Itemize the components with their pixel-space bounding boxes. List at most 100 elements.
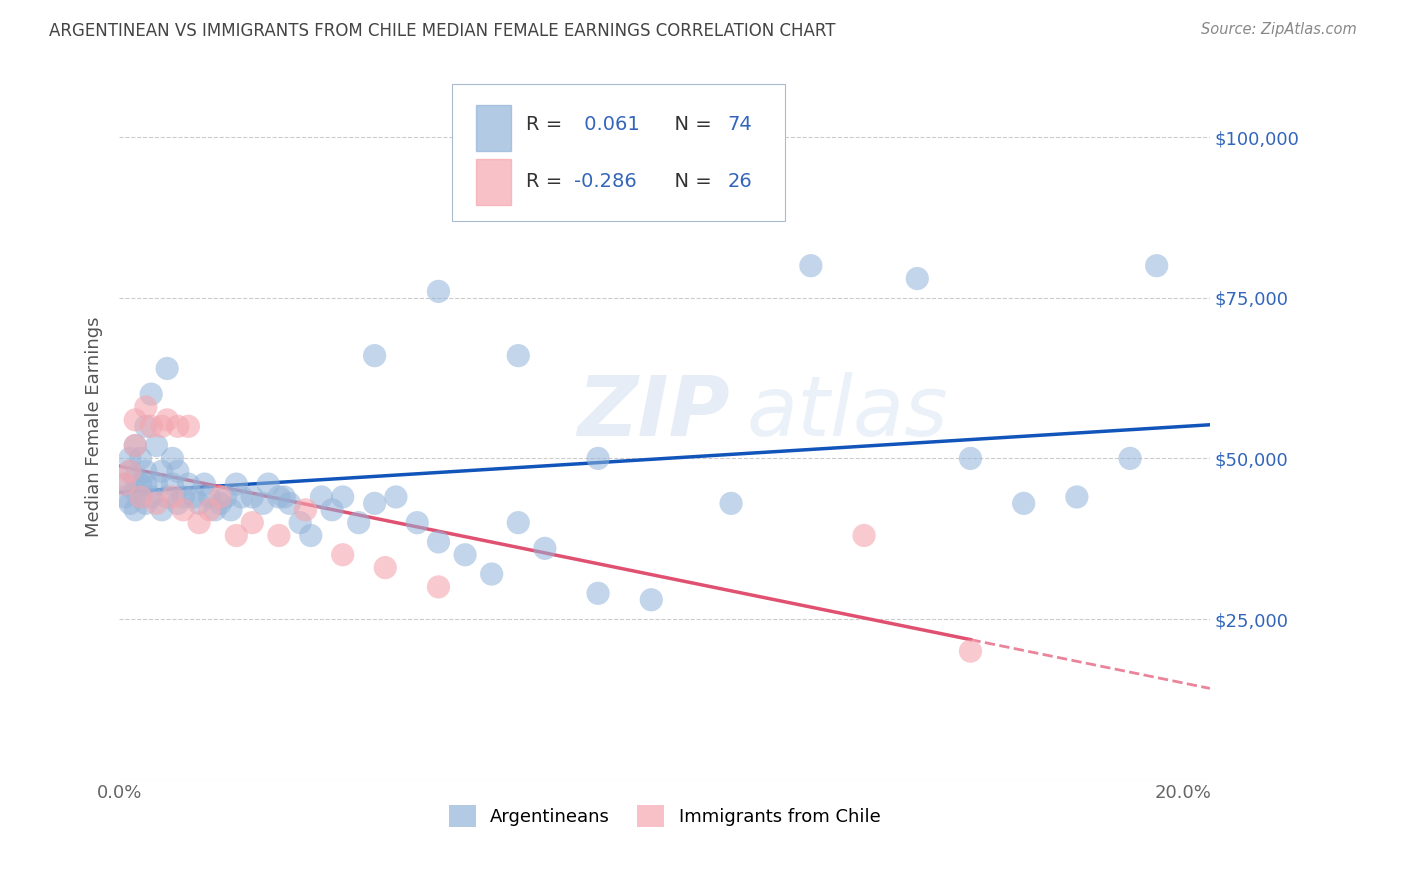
- Point: [118, 464, 141, 478]
- Point: [172, 503, 194, 517]
- Point: [534, 541, 557, 556]
- Point: [124, 413, 146, 427]
- Point: [166, 419, 188, 434]
- Point: [225, 528, 247, 542]
- Text: N =: N =: [662, 115, 718, 134]
- Point: [162, 477, 184, 491]
- Point: [209, 490, 232, 504]
- Point: [204, 503, 226, 517]
- Point: [124, 503, 146, 517]
- Point: [332, 490, 354, 504]
- Point: [905, 271, 928, 285]
- Text: ARGENTINEAN VS IMMIGRANTS FROM CHILE MEDIAN FEMALE EARNINGS CORRELATION CHART: ARGENTINEAN VS IMMIGRANTS FROM CHILE MED…: [49, 22, 835, 40]
- Bar: [475, 159, 510, 205]
- Point: [114, 477, 136, 491]
- Point: [135, 477, 157, 491]
- Point: [267, 490, 290, 504]
- Bar: [475, 104, 510, 151]
- Point: [124, 439, 146, 453]
- Point: [129, 490, 152, 504]
- Point: [145, 477, 167, 491]
- Point: [183, 490, 205, 504]
- Legend: Argentineans, Immigrants from Chile: Argentineans, Immigrants from Chile: [441, 797, 887, 834]
- Text: 26: 26: [728, 171, 752, 191]
- Point: [124, 471, 146, 485]
- Point: [1066, 490, 1088, 504]
- Point: [720, 496, 742, 510]
- Point: [240, 490, 263, 504]
- Text: atlas: atlas: [747, 372, 948, 452]
- Point: [1012, 496, 1035, 510]
- Point: [129, 490, 152, 504]
- Point: [959, 644, 981, 658]
- Point: [240, 516, 263, 530]
- Point: [198, 490, 221, 504]
- Point: [288, 516, 311, 530]
- Text: 0.061: 0.061: [578, 115, 640, 134]
- Point: [294, 503, 316, 517]
- Point: [959, 451, 981, 466]
- Point: [166, 496, 188, 510]
- Point: [141, 490, 163, 504]
- Text: 74: 74: [728, 115, 752, 134]
- Point: [215, 490, 238, 504]
- Point: [135, 419, 157, 434]
- Point: [145, 496, 167, 510]
- Point: [508, 516, 530, 530]
- Text: R =: R =: [526, 171, 568, 191]
- Point: [299, 528, 322, 542]
- Point: [156, 413, 179, 427]
- Point: [141, 419, 163, 434]
- Point: [114, 477, 136, 491]
- Point: [363, 349, 385, 363]
- Point: [188, 516, 211, 530]
- Point: [508, 349, 530, 363]
- Point: [156, 490, 179, 504]
- Point: [150, 503, 173, 517]
- Point: [118, 496, 141, 510]
- Point: [454, 548, 477, 562]
- Point: [188, 496, 211, 510]
- Point: [406, 516, 429, 530]
- Point: [321, 503, 343, 517]
- Point: [172, 490, 194, 504]
- Point: [267, 528, 290, 542]
- Point: [385, 490, 408, 504]
- FancyBboxPatch shape: [451, 84, 785, 221]
- Point: [118, 464, 141, 478]
- Point: [219, 503, 242, 517]
- Point: [166, 464, 188, 478]
- Point: [162, 451, 184, 466]
- Point: [118, 451, 141, 466]
- Point: [427, 535, 450, 549]
- Point: [177, 477, 200, 491]
- Point: [273, 490, 295, 504]
- Text: R =: R =: [526, 115, 568, 134]
- Text: -0.286: -0.286: [574, 171, 637, 191]
- Point: [363, 496, 385, 510]
- Point: [586, 586, 609, 600]
- Point: [231, 490, 253, 504]
- Point: [311, 490, 333, 504]
- Point: [145, 439, 167, 453]
- Point: [198, 503, 221, 517]
- Point: [209, 496, 232, 510]
- Point: [1146, 259, 1168, 273]
- Text: Source: ZipAtlas.com: Source: ZipAtlas.com: [1201, 22, 1357, 37]
- Point: [853, 528, 876, 542]
- Point: [347, 516, 370, 530]
- Point: [156, 361, 179, 376]
- Point: [141, 387, 163, 401]
- Point: [374, 560, 396, 574]
- Point: [640, 592, 662, 607]
- Point: [129, 451, 152, 466]
- Point: [278, 496, 301, 510]
- Point: [800, 259, 823, 273]
- Text: ZIP: ZIP: [578, 372, 730, 452]
- Point: [135, 464, 157, 478]
- Point: [427, 580, 450, 594]
- Point: [252, 496, 274, 510]
- Y-axis label: Median Female Earnings: Median Female Earnings: [86, 316, 103, 537]
- Point: [1119, 451, 1142, 466]
- Point: [135, 400, 157, 414]
